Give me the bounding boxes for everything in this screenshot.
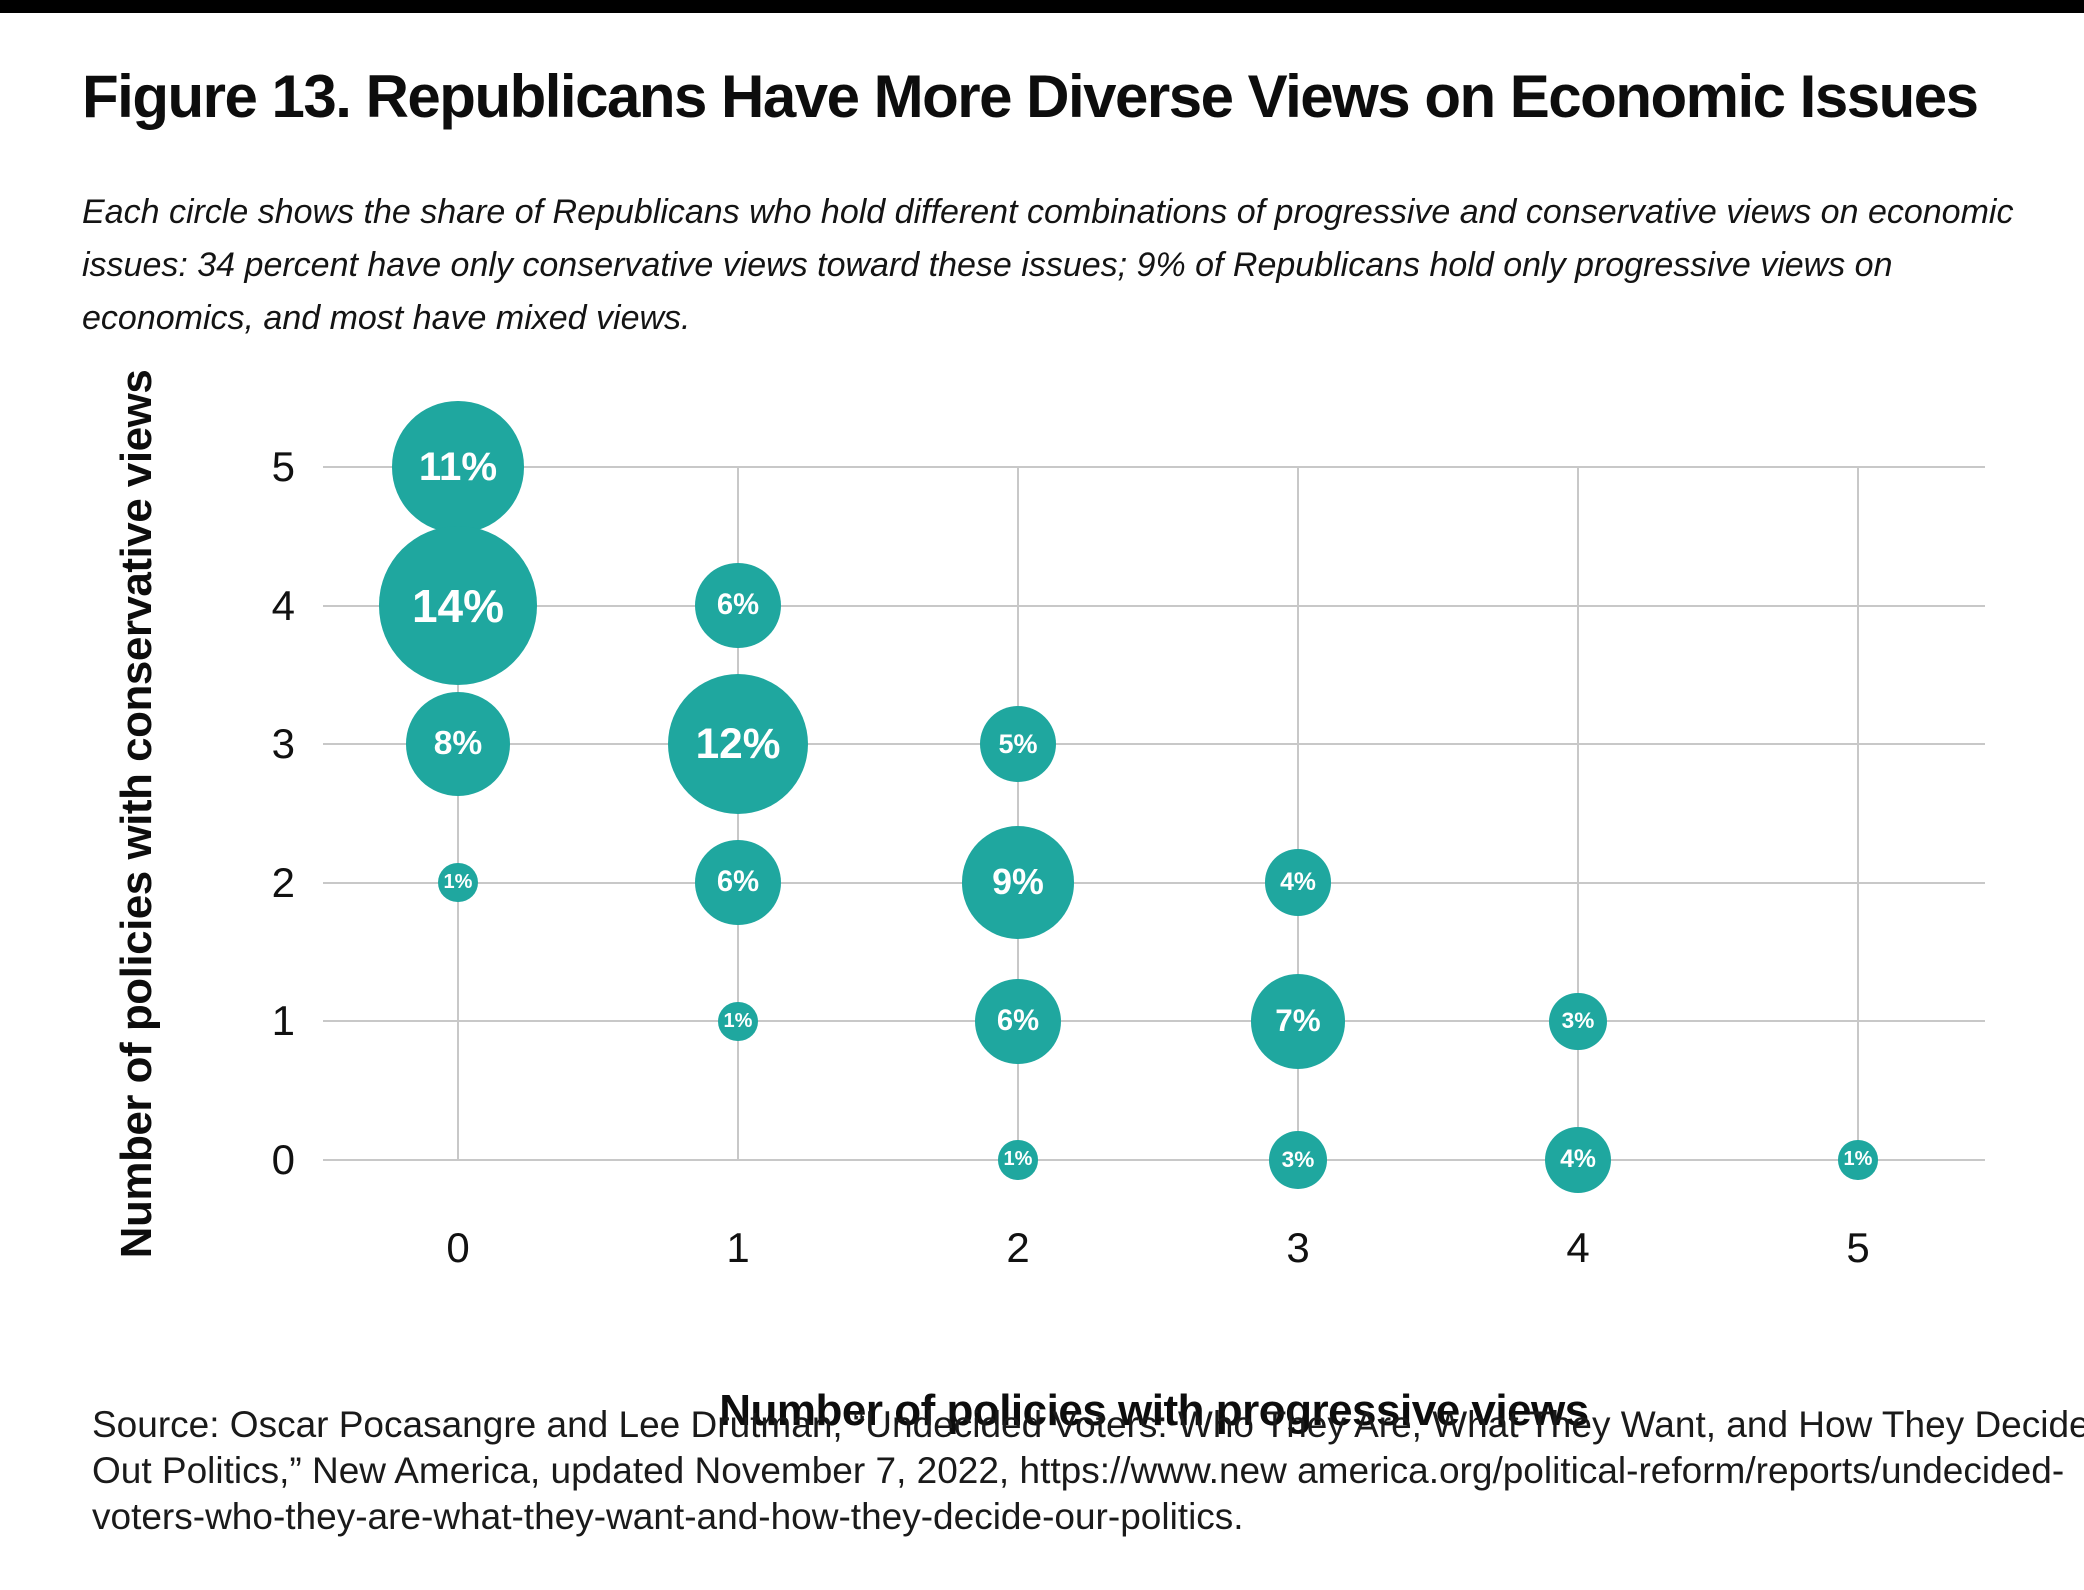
bubble-value-label: 6%: [716, 866, 760, 899]
bubble-1-2: 6%: [695, 840, 781, 926]
x-axis-title: Number of policies with progressive view…: [719, 1386, 1589, 1435]
vertical-gridline: [1017, 467, 1019, 1161]
bubble-4-1: 3%: [1549, 992, 1607, 1051]
bubble-value-label: 1%: [1003, 1148, 1033, 1171]
bubble-3-0: 3%: [1269, 1131, 1327, 1189]
bubble-2-2: 9%: [961, 826, 1075, 940]
horizontal-gridline: [323, 1020, 1985, 1023]
x-tick-label-4: 4: [1566, 1224, 1590, 1271]
y-tick-label-1: 1: [271, 997, 295, 1045]
source-line: Out Politics,” New America, updated Nove…: [92, 1450, 2065, 1491]
x-tick-label-1: 1: [726, 1224, 750, 1271]
vertical-gridline: [1297, 467, 1299, 1161]
figure-title: Figure 13. Republicans Have More Diverse…: [82, 63, 1979, 130]
bubble-value-label: 1%: [443, 871, 473, 894]
bubble-1-1: 1%: [718, 1001, 758, 1041]
subtitle-line: issues: 34 percent have only conservativ…: [82, 246, 1893, 284]
y-axis-title: Number of policies with conservative vie…: [112, 369, 161, 1259]
bubble-0-5: 11%: [392, 401, 524, 533]
x-tick-label-5: 5: [1846, 1224, 1870, 1271]
bubble-value-label: 3%: [1561, 1008, 1595, 1034]
bubble-0-4: 14%: [378, 526, 538, 685]
figure-subtitle: Each circle shows the share of Republica…: [82, 186, 2042, 345]
bubble-value-label: 14%: [411, 579, 505, 632]
bubble-value-label: 1%: [1843, 1148, 1873, 1171]
bubble-2-3: 5%: [980, 706, 1056, 783]
bubble-4-0: 4%: [1544, 1126, 1612, 1194]
bubble-value-label: 4%: [1280, 868, 1316, 896]
subtitle-line: Each circle shows the share of Republica…: [82, 193, 2014, 231]
bubble-chart-plot-area: 11% 14% 8% 1% 6% 12% 6% 1% 5% 9% 6% 1% 4% 7% 3% 3% 4% 1%: [323, 401, 1985, 1194]
bubble-value-label: 8%: [433, 725, 483, 763]
bubble-0-3: 8%: [406, 692, 510, 796]
bubble-0-2: 1%: [438, 863, 478, 903]
source-line: voters-who-they-are-what-they-want-and-h…: [92, 1496, 1244, 1537]
bubble-value-label: 1%: [723, 1009, 753, 1032]
y-tick-label-5: 5: [271, 443, 295, 490]
bubble-value-label: 9%: [992, 862, 1044, 903]
horizontal-gridline: [323, 466, 1985, 468]
horizontal-gridline: [323, 881, 1985, 884]
y-tick-label-2: 2: [271, 858, 295, 906]
bubble-1-4: 6%: [695, 563, 781, 649]
bubble-2-0: 1%: [998, 1140, 1038, 1180]
bubble-1-3: 12%: [667, 674, 809, 815]
bubble-value-label: 6%: [996, 1004, 1040, 1037]
bubble-value-label: 12%: [695, 720, 781, 768]
y-tick-label-3: 3: [271, 720, 295, 768]
x-tick-label-0: 0: [446, 1224, 470, 1271]
bubble-3-1: 7%: [1250, 974, 1346, 1069]
vertical-gridline: [1857, 467, 1859, 1161]
bubble-value-label: 7%: [1275, 1003, 1321, 1039]
y-tick-label-4: 4: [271, 581, 295, 629]
x-tick-label-2: 2: [1006, 1224, 1030, 1271]
bubble-value-label: 3%: [1281, 1146, 1315, 1172]
horizontal-gridline: [323, 1159, 1985, 1161]
bubble-5-0: 1%: [1838, 1140, 1878, 1180]
vertical-gridline: [1577, 467, 1579, 1161]
bubble-value-label: 4%: [1560, 1145, 1596, 1173]
bubble-3-2: 4%: [1264, 849, 1332, 917]
bubble-value-label: 6%: [716, 589, 760, 622]
source-line: Source: Oscar Pocasangre and Lee Drutman…: [92, 1404, 2084, 1445]
horizontal-gridline: [323, 604, 1985, 607]
top-rule-bar: [0, 0, 2084, 13]
subtitle-line: economics, and most have mixed views.: [82, 299, 691, 337]
vertical-gridline: [457, 467, 459, 1161]
source-note: Source: Oscar Pocasangre and Lee Drutman…: [92, 1402, 2084, 1540]
y-tick-label-0: 0: [271, 1136, 295, 1183]
horizontal-gridline: [323, 743, 1985, 746]
bubble-value-label: 11%: [418, 444, 498, 489]
x-tick-label-3: 3: [1286, 1224, 1310, 1271]
bubble-value-label: 5%: [998, 728, 1038, 759]
bubble-2-1: 6%: [975, 978, 1061, 1064]
